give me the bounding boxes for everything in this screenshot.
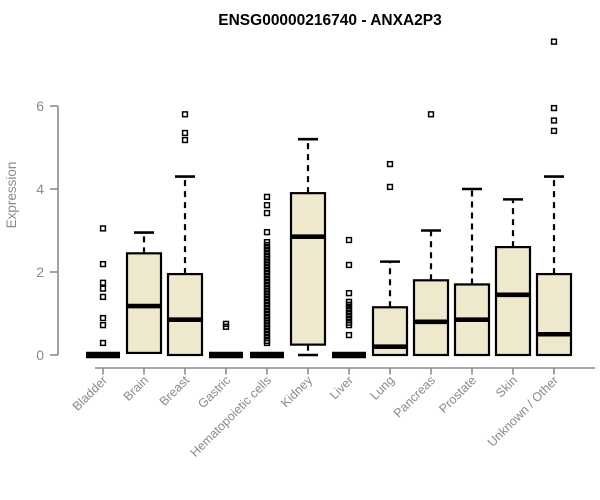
outlier-point [386, 183, 394, 191]
box-lung [371, 160, 409, 357]
outlier-point [99, 314, 107, 322]
box-breast [166, 111, 204, 357]
outlier-point [550, 117, 558, 124]
iqr-box [166, 272, 204, 357]
x-tick-label: Liver [327, 373, 356, 402]
outlier-point [99, 285, 107, 292]
x-tick-label: Breast [157, 373, 193, 409]
outlier-point [99, 339, 107, 347]
x-tick-label: Gastric [195, 373, 233, 411]
box-kidney [289, 137, 327, 357]
x-tick-label: Hematopoietic cells [188, 373, 275, 460]
outlier-point [550, 38, 558, 45]
outlier-point [345, 290, 353, 297]
box-series [86, 38, 573, 359]
x-tick-label: Prostate [436, 373, 479, 416]
outlier-point [263, 209, 271, 217]
outlier-point [181, 111, 189, 118]
x-tick-label: Kidney [278, 373, 315, 410]
outlier-point [222, 323, 230, 330]
box-prostate [453, 187, 491, 357]
outlier-point [263, 193, 271, 201]
outlier-point [550, 127, 558, 135]
box-bladder [86, 225, 120, 359]
iqr-box [125, 252, 163, 355]
outlier-point [181, 136, 189, 144]
outlier-point [263, 339, 271, 347]
x-tick-label: Bladder [70, 373, 110, 413]
y-tick-label: 2 [36, 264, 44, 280]
outlier-point [386, 160, 394, 168]
outlier-point [99, 293, 107, 301]
box-unknown-other [535, 38, 573, 357]
x-tick-label: Pancreas [391, 373, 438, 420]
x-tick-label: Lung [368, 373, 398, 403]
outlier-point [263, 229, 271, 236]
box-pancreas [412, 111, 450, 357]
outlier-point [345, 331, 353, 339]
outlier-point [427, 111, 435, 118]
box-gastric [209, 320, 243, 359]
outlier-point [99, 260, 107, 268]
chart-title: ENSG00000216740 - ANXA2P3 [218, 12, 442, 29]
outlier-point [263, 202, 271, 209]
outlier-point [181, 129, 189, 137]
x-tick-label: Skin [493, 373, 520, 400]
iqr-box [412, 279, 450, 357]
y-tick-label: 0 [36, 347, 44, 363]
y-axis: 0 2 4 6 [36, 98, 59, 363]
outlier-point [550, 104, 558, 112]
box-brain [125, 231, 163, 355]
y-axis-label: Expression [4, 162, 19, 229]
outlier-point [99, 321, 107, 329]
outlier-point [345, 261, 353, 269]
box-skin [494, 198, 532, 357]
outlier-point [345, 321, 353, 329]
outlier-point [99, 225, 107, 232]
x-tick-label: Brain [121, 373, 152, 404]
iqr-box [289, 192, 327, 346]
outlier-point [99, 279, 107, 286]
box-liver [332, 236, 366, 359]
y-tick-label: 6 [36, 98, 44, 114]
iqr-box [535, 272, 573, 357]
x-tick-label: Unknown / Other [485, 373, 561, 449]
box-hematopoietic-cells [250, 193, 284, 359]
iqr-box [494, 246, 532, 357]
outlier-point [345, 301, 353, 308]
y-tick-label: 4 [36, 181, 44, 197]
outlier-point [345, 236, 353, 244]
